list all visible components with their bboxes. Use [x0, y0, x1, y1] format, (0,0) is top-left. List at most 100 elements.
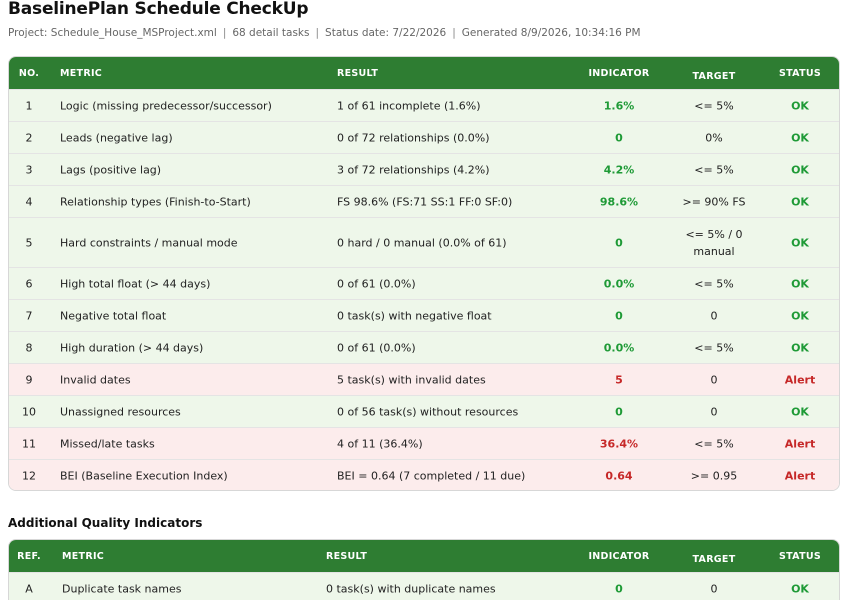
row-number: 1 [25, 99, 33, 112]
checkup-table: NO. METRIC RESULT INDICATOR TARGET STATU… [8, 56, 840, 491]
generated-timestamp: Generated 8/9/2026, 10:34:16 PM [461, 27, 641, 39]
additional-table: REF. METRIC RESULT INDICATOR TARGET STAT… [8, 539, 840, 600]
status-badge: OK [791, 341, 809, 354]
row-number: 10 [22, 405, 36, 418]
header-no: NO. [18, 68, 40, 79]
meta-separator: | [452, 27, 456, 39]
row-metric: BEI (Baseline Execution Index) [60, 469, 228, 483]
header-indicator: INDICATOR [588, 68, 650, 79]
row-number: 11 [22, 437, 36, 450]
table-row: 4 Relationship types (Finish-to-Start) FS … [9, 185, 839, 217]
row-target: 0 [710, 405, 718, 418]
row-metric: High total float (> 44 days) [60, 277, 211, 290]
row-target: 0 [710, 309, 718, 322]
row-number: 9 [25, 373, 33, 386]
row-metric: Duplicate task names [62, 582, 182, 595]
row-target: <= 5% [694, 341, 734, 354]
table-row: 3 Lags (positive lag) 3 of 72 relationship… [9, 153, 839, 185]
table-row: 5 Hard constraints / manual mode 0 hard / … [9, 217, 839, 267]
row-indicator: 0 [615, 236, 623, 249]
row-result: 0 of 61 (0.0%) [337, 277, 416, 290]
row-indicator: 4.2% [603, 163, 635, 176]
table-row: 1 Logic (missing predecessor/successor) 1 … [9, 89, 839, 121]
header-ref: REF. [17, 551, 41, 562]
status-badge: OK [791, 582, 809, 595]
row-result: 0 of 72 relationships (0.0%) [337, 131, 490, 144]
header-result: RESULT [326, 551, 368, 562]
meta-separator: | [315, 27, 320, 39]
row-target: >= 90% FS [682, 195, 746, 208]
row-target: 0 [710, 582, 718, 595]
header-metric: METRIC [62, 551, 105, 562]
header-target: TARGET [692, 554, 736, 565]
status-badge: Alert [784, 469, 816, 483]
row-number: 8 [25, 341, 33, 354]
header-target: TARGET [692, 71, 736, 82]
row-metric: Unassigned resources [60, 405, 181, 418]
row-target: <= 5% / 0 manual [685, 227, 743, 258]
row-indicator: 0 [615, 131, 623, 144]
row-result: 0 task(s) with negative float [337, 309, 492, 322]
row-number: 3 [25, 163, 33, 176]
row-result: 0 of 56 task(s) without resources [337, 405, 519, 418]
status-badge: OK [791, 163, 809, 176]
table-header: NO. METRIC RESULT INDICATOR TARGET STATU… [9, 57, 839, 89]
row-target: <= 5% [694, 163, 734, 176]
header-result: RESULT [337, 68, 379, 79]
row-result: 4 of 11 (36.4%) [337, 437, 423, 450]
header-status: STATUS [778, 551, 822, 562]
row-metric: Relationship types (Finish-to-Start) [60, 195, 251, 208]
row-indicator: 98.6% [599, 195, 639, 208]
status-date: Status date: 7/22/2026 [325, 27, 447, 39]
row-result: 0 hard / 0 manual (0.0% of 61) [337, 236, 507, 249]
row-result: 0 task(s) with duplicate names [326, 582, 496, 595]
row-indicator: 1.6% [603, 99, 635, 112]
header-metric: METRIC [60, 68, 103, 79]
row-indicator: 0.64 [605, 469, 633, 483]
row-metric: Negative total float [60, 309, 167, 322]
row-number: 4 [25, 195, 33, 208]
table-row: 9 Invalid dates 5 task(s) with invalid dat… [9, 363, 839, 395]
row-target: 0 [710, 373, 718, 386]
table-body: A Duplicate task names 0 task(s) with dupl… [9, 572, 839, 600]
row-metric: High duration (> 44 days) [60, 341, 204, 354]
page-title: BaselinePlan Schedule CheckUp [8, 0, 309, 19]
row-target: 0% [705, 131, 723, 144]
status-badge: OK [791, 195, 809, 208]
status-badge: OK [791, 277, 809, 290]
project-name: Project: Schedule_House_MSProject.xml [8, 27, 217, 39]
row-metric: Hard constraints / manual mode [60, 236, 238, 249]
row-indicator: 0 [615, 405, 623, 418]
row-indicator: 5 [615, 373, 623, 386]
row-result: 1 of 61 incomplete (1.6%) [337, 99, 481, 112]
table-row: 8 High duration (> 44 days) 0 of 61 (0.0%)… [9, 331, 839, 363]
row-result: BEI = 0.64 (7 completed / 11 due) [337, 469, 526, 483]
row-number: 12 [22, 469, 36, 483]
status-badge: OK [791, 236, 809, 249]
row-indicator: 0 [615, 309, 623, 322]
header-indicator: INDICATOR [588, 551, 650, 562]
row-indicator: 36.4% [599, 437, 639, 450]
row-indicator: 0 [615, 582, 623, 595]
status-badge: Alert [784, 373, 816, 386]
table-row: 2 Leads (negative lag) 0 of 72 relationshi… [9, 121, 839, 153]
table-row: 10 Unassigned resources 0 of 56 task(s) wi… [9, 395, 839, 427]
row-number: 7 [25, 309, 33, 322]
status-badge: Alert [784, 437, 816, 450]
row-target: <= 5% [694, 99, 734, 112]
status-badge: OK [791, 405, 809, 418]
row-metric: Missed/late tasks [60, 437, 155, 450]
row-result: 3 of 72 relationships (4.2%) [337, 163, 490, 176]
meta-separator: | [222, 27, 227, 39]
report-meta: Project: Schedule_House_MSProject.xml | 68… [8, 27, 641, 39]
table-header: REF. METRIC RESULT INDICATOR TARGET STAT… [9, 540, 839, 572]
table-row: 12 BEI (Baseline Execution Index) BEI = 0.… [9, 459, 839, 490]
row-indicator: 0.0% [603, 277, 635, 290]
row-number: 6 [25, 277, 33, 290]
row-result: FS 98.6% (FS:71 SS:1 FF:0 SF:0) [337, 195, 513, 208]
row-target: >= 0.95 [690, 469, 738, 483]
row-metric: Invalid dates [60, 373, 131, 386]
row-metric: Lags (positive lag) [60, 163, 162, 176]
row-result: 0 of 61 (0.0%) [337, 341, 416, 354]
table-row: 7 Negative total float 0 task(s) with nega… [9, 299, 839, 331]
